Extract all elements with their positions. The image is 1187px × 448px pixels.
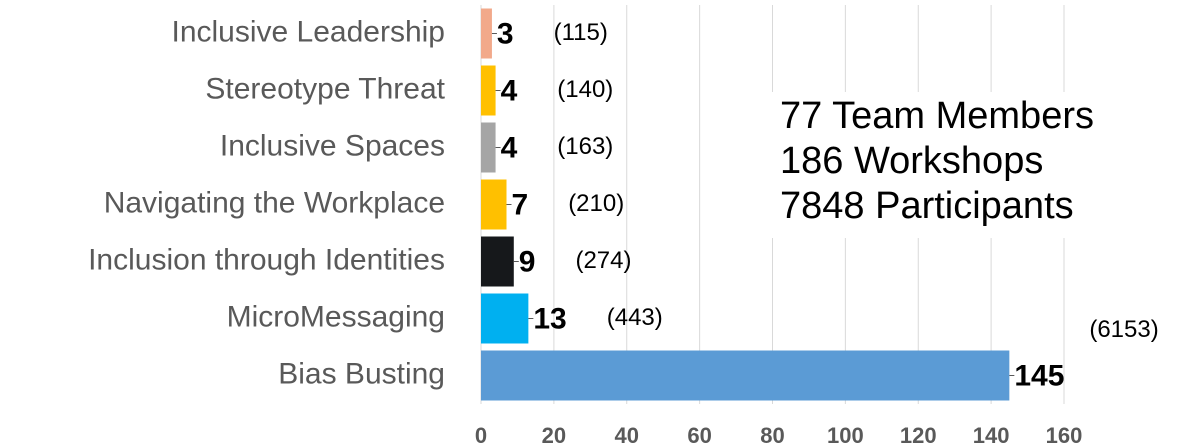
participant-label: (163) (557, 133, 613, 160)
value-label: 7 (512, 188, 529, 221)
x-tick-label: 60 (687, 423, 711, 448)
category-label: MicroMessaging (227, 300, 445, 333)
category-label: Stereotype Threat (205, 72, 445, 105)
participant-label: (115) (554, 19, 608, 46)
category-label: Inclusive Spaces (220, 129, 445, 162)
bar (481, 8, 492, 59)
x-tick-label: 160 (1046, 423, 1083, 448)
category-label: Navigating the Workplace (104, 186, 445, 219)
x-tick-label: 100 (827, 423, 864, 448)
annotation: 77 Team Members (780, 95, 1094, 137)
annotation-background (770, 92, 1130, 238)
participant-label: (6153) (1089, 316, 1158, 343)
participant-label: (210) (568, 190, 624, 217)
participant-label: (274) (575, 247, 631, 274)
bar (481, 65, 496, 116)
bar (481, 179, 507, 230)
x-tick-label: 20 (542, 423, 566, 448)
participant-label: (140) (557, 76, 613, 103)
category-label: Bias Busting (278, 357, 445, 390)
category-label: Inclusive Leadership (171, 15, 445, 48)
x-tick-label: 40 (615, 423, 639, 448)
value-label: 13 (533, 302, 566, 335)
x-tick-label: 0 (475, 423, 487, 448)
bar (481, 236, 514, 287)
value-label: 145 (1014, 359, 1064, 392)
bar (481, 293, 529, 344)
annotation: 7848 Participants (780, 185, 1074, 227)
x-tick-label: 80 (760, 423, 784, 448)
bar (481, 122, 496, 173)
x-tick-label: 120 (900, 423, 937, 448)
annotation: 186 Workshops (780, 140, 1043, 182)
value-label: 3 (497, 17, 514, 50)
value-label: 9 (519, 245, 536, 278)
participant-label: (443) (607, 304, 663, 331)
value-label: 4 (501, 74, 518, 107)
bar (481, 350, 1010, 401)
value-label: 4 (501, 131, 518, 164)
x-tick-label: 140 (973, 423, 1010, 448)
category-label: Inclusion through Identities (88, 243, 445, 276)
